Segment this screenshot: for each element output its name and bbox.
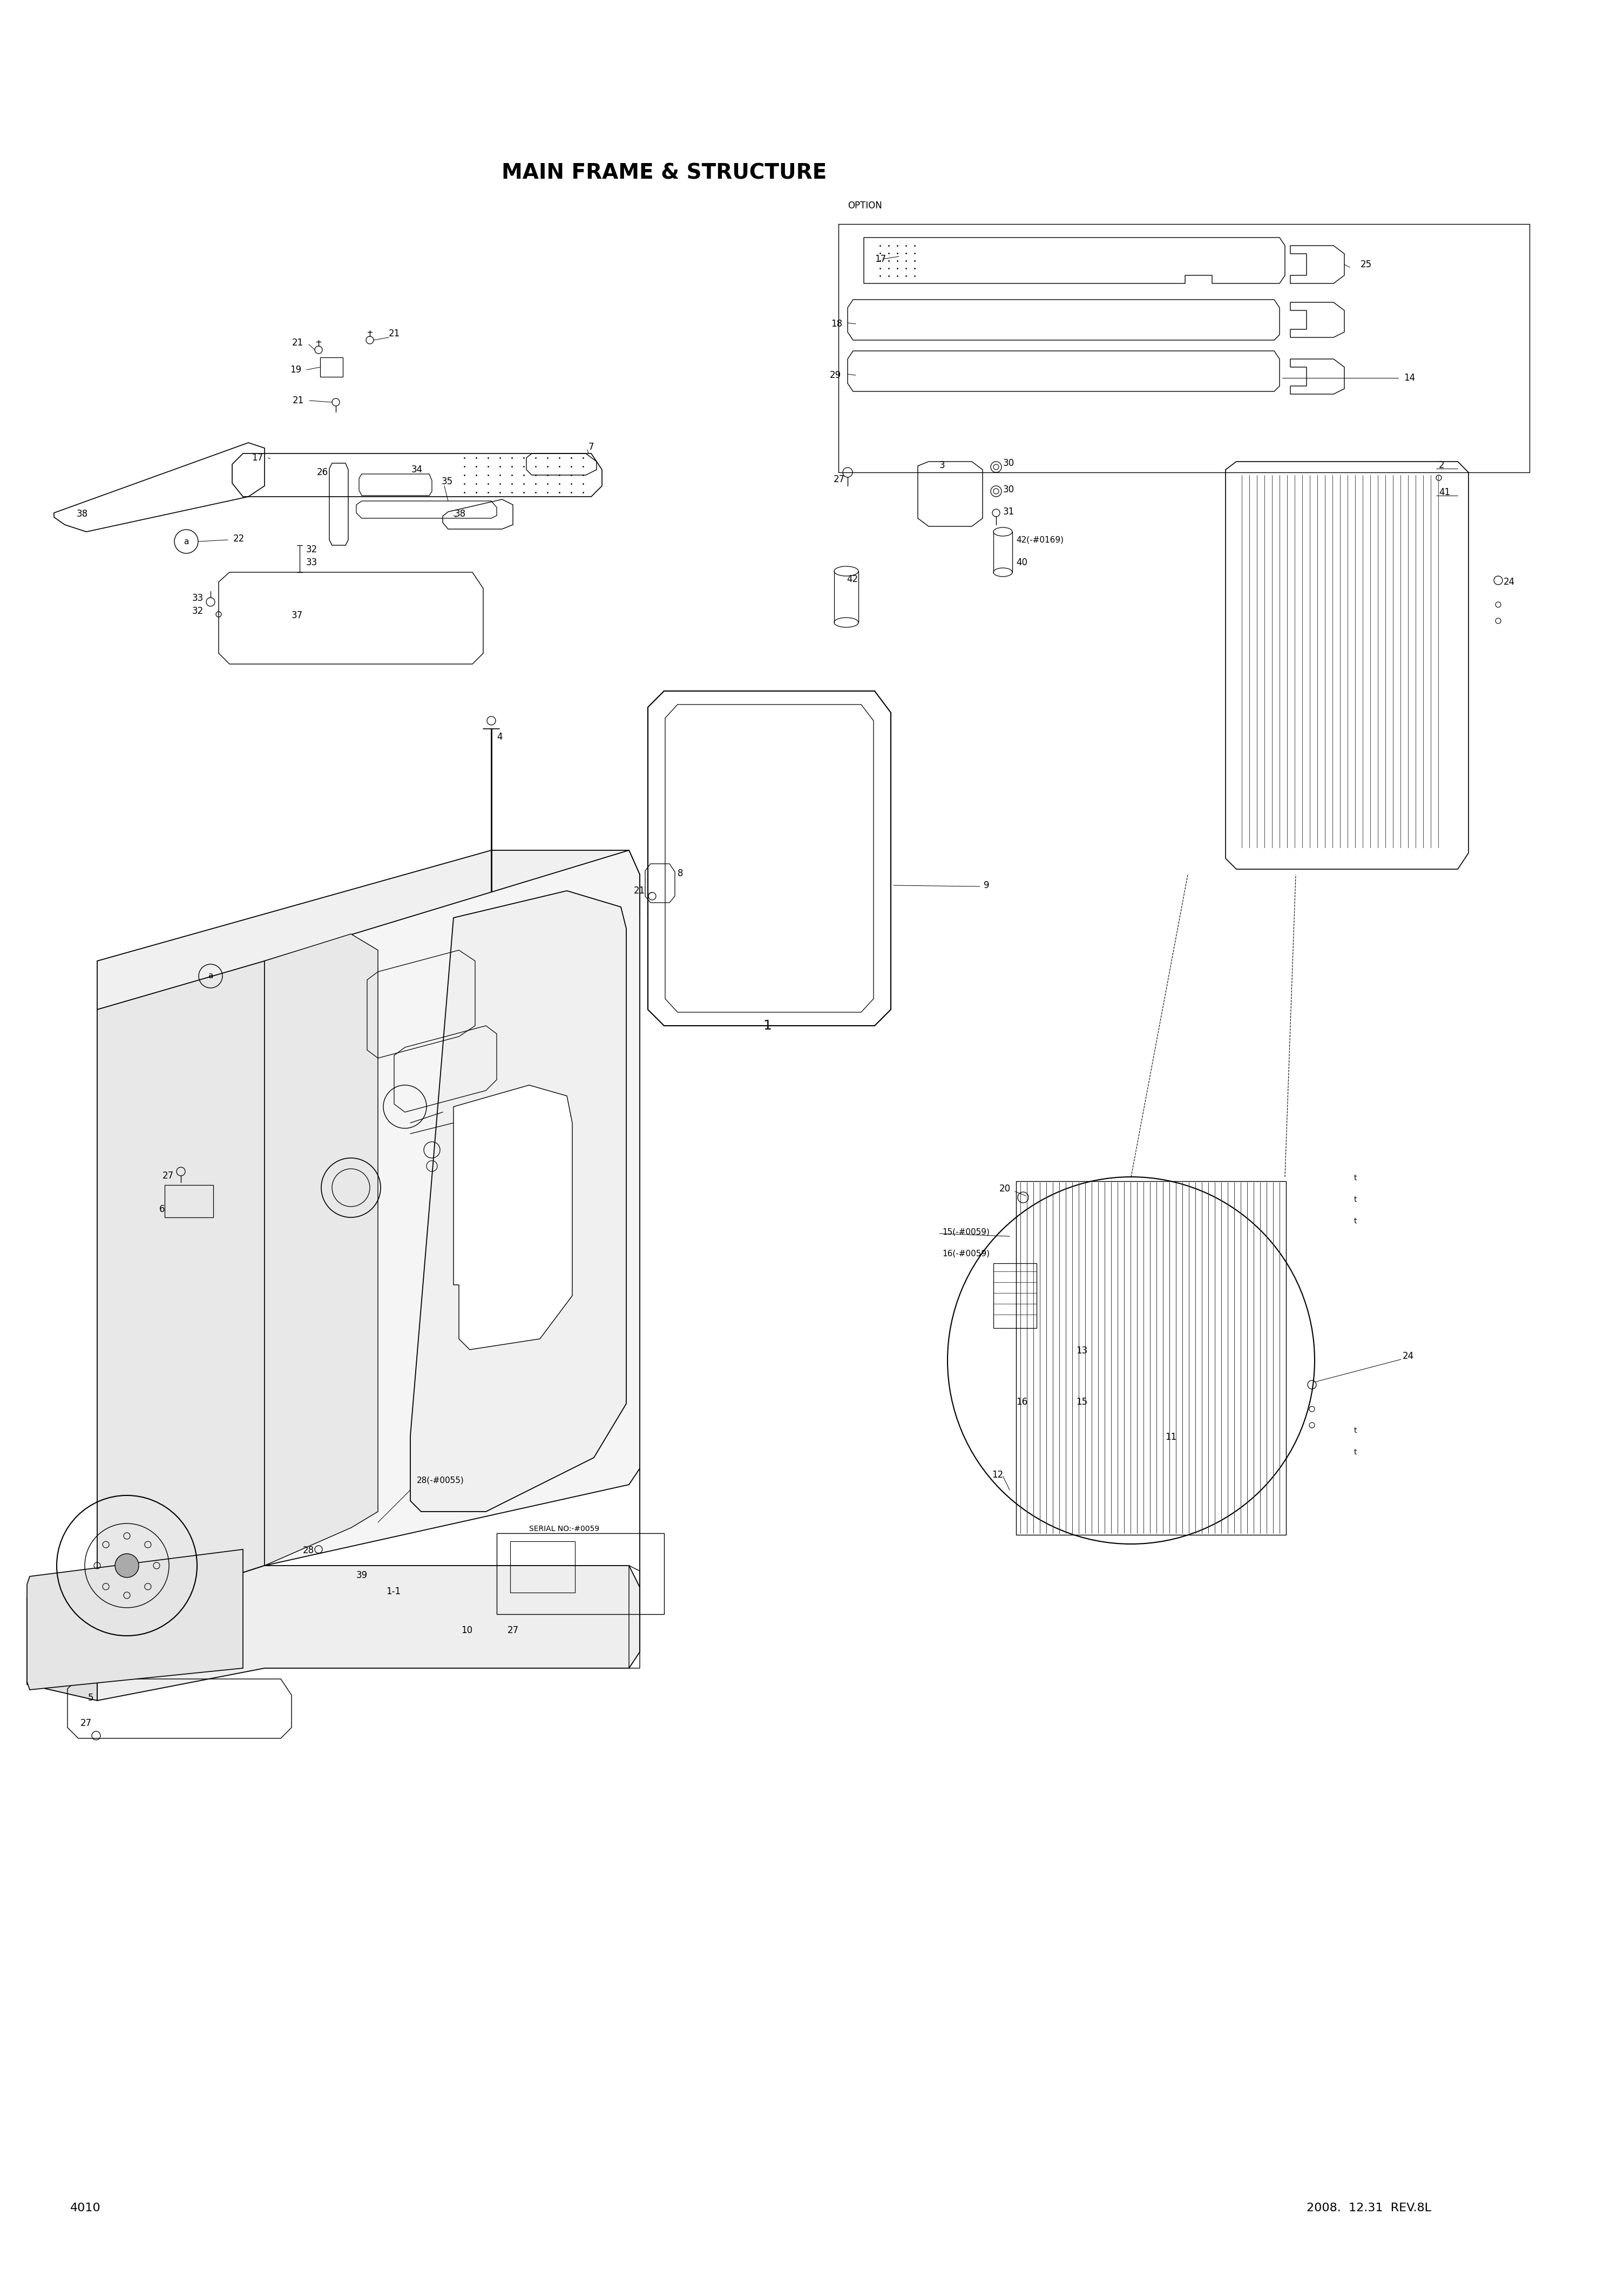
- Text: 11: 11: [1164, 1433, 1176, 1442]
- Text: 21: 21: [388, 330, 400, 339]
- Polygon shape: [265, 849, 640, 1566]
- Text: 27: 27: [80, 1719, 93, 1728]
- Text: t: t: [1354, 1449, 1358, 1456]
- Text: 27: 27: [162, 1172, 174, 1181]
- Polygon shape: [28, 1598, 97, 1701]
- Text: 9: 9: [984, 881, 989, 890]
- Text: 3: 3: [939, 460, 945, 469]
- Text: 28: 28: [302, 1545, 313, 1554]
- Text: 21: 21: [633, 886, 645, 895]
- Text: 2: 2: [1439, 460, 1445, 469]
- Text: 18: 18: [831, 318, 843, 330]
- Polygon shape: [453, 1085, 572, 1351]
- Text: 16: 16: [1017, 1396, 1028, 1408]
- Text: 37: 37: [292, 611, 304, 620]
- Text: 16(-#0059): 16(-#0059): [942, 1250, 989, 1257]
- Text: 33: 33: [305, 559, 318, 568]
- Text: 15: 15: [1077, 1396, 1088, 1408]
- Text: 6: 6: [159, 1204, 164, 1213]
- Text: 41: 41: [1439, 488, 1450, 497]
- Text: 25: 25: [1361, 259, 1372, 270]
- Text: 12: 12: [992, 1470, 1004, 1479]
- Text: t: t: [1354, 1174, 1358, 1181]
- Text: 17: 17: [875, 254, 887, 263]
- Text: 38: 38: [455, 508, 466, 520]
- Text: t: t: [1354, 1426, 1358, 1435]
- Text: 8: 8: [677, 868, 684, 879]
- Text: 1-1: 1-1: [387, 1586, 401, 1595]
- Text: 27: 27: [833, 474, 844, 485]
- Polygon shape: [28, 1550, 244, 1689]
- Text: 7: 7: [588, 442, 594, 451]
- Text: 30: 30: [1004, 485, 1015, 494]
- Text: 32: 32: [192, 607, 203, 616]
- Text: MAIN FRAME & STRUCTURE: MAIN FRAME & STRUCTURE: [502, 163, 827, 183]
- Text: 4010: 4010: [70, 2202, 101, 2213]
- Text: 21: 21: [292, 396, 304, 405]
- Text: 35: 35: [442, 476, 453, 488]
- Text: 5: 5: [88, 1694, 94, 1703]
- Text: a: a: [208, 973, 213, 980]
- Text: 33: 33: [192, 593, 203, 602]
- Text: 30: 30: [1004, 458, 1015, 467]
- Bar: [497, 1534, 664, 1614]
- Text: 22: 22: [234, 533, 245, 545]
- Polygon shape: [97, 961, 265, 1621]
- Text: 19: 19: [289, 364, 302, 375]
- Text: 31: 31: [1004, 506, 1015, 517]
- Text: 10: 10: [461, 1625, 473, 1634]
- Text: 28(-#0055): 28(-#0055): [417, 1476, 464, 1483]
- Text: 21: 21: [292, 339, 304, 348]
- Text: t: t: [1354, 1218, 1358, 1225]
- Text: 13: 13: [1077, 1346, 1088, 1355]
- Text: 42(-#0169): 42(-#0169): [1017, 536, 1064, 545]
- Text: 32: 32: [305, 545, 318, 554]
- Text: t: t: [1354, 1195, 1358, 1204]
- Text: 24: 24: [1403, 1351, 1415, 1362]
- Text: 42: 42: [846, 575, 857, 584]
- Bar: [994, 1264, 1036, 1328]
- Text: a: a: [184, 538, 188, 545]
- Bar: [164, 1186, 213, 1218]
- Bar: [510, 1540, 575, 1593]
- Text: 26: 26: [317, 467, 328, 476]
- Text: 34: 34: [411, 465, 422, 474]
- Polygon shape: [97, 1566, 640, 1701]
- Polygon shape: [411, 890, 627, 1511]
- Text: 39: 39: [356, 1570, 367, 1579]
- Text: 24: 24: [1504, 577, 1515, 586]
- Polygon shape: [97, 849, 640, 1009]
- Text: 2008.  12.31  REV.8L: 2008. 12.31 REV.8L: [1307, 2202, 1431, 2213]
- Text: 40: 40: [1017, 559, 1028, 568]
- Text: 27: 27: [507, 1625, 520, 1634]
- Text: 14: 14: [1403, 373, 1415, 382]
- Bar: [1017, 1181, 1286, 1536]
- Text: 20: 20: [999, 1183, 1010, 1193]
- Text: 15(-#0059): 15(-#0059): [942, 1227, 989, 1236]
- Text: 38: 38: [76, 508, 88, 520]
- Text: 4: 4: [497, 732, 502, 742]
- Text: OPTION: OPTION: [848, 201, 882, 211]
- Text: 1: 1: [763, 1019, 771, 1032]
- Text: 17: 17: [252, 453, 263, 462]
- Circle shape: [115, 1554, 138, 1577]
- Text: 29: 29: [830, 371, 841, 380]
- Text: SERIAL NO:-#0059: SERIAL NO:-#0059: [529, 1524, 599, 1534]
- Polygon shape: [265, 934, 378, 1566]
